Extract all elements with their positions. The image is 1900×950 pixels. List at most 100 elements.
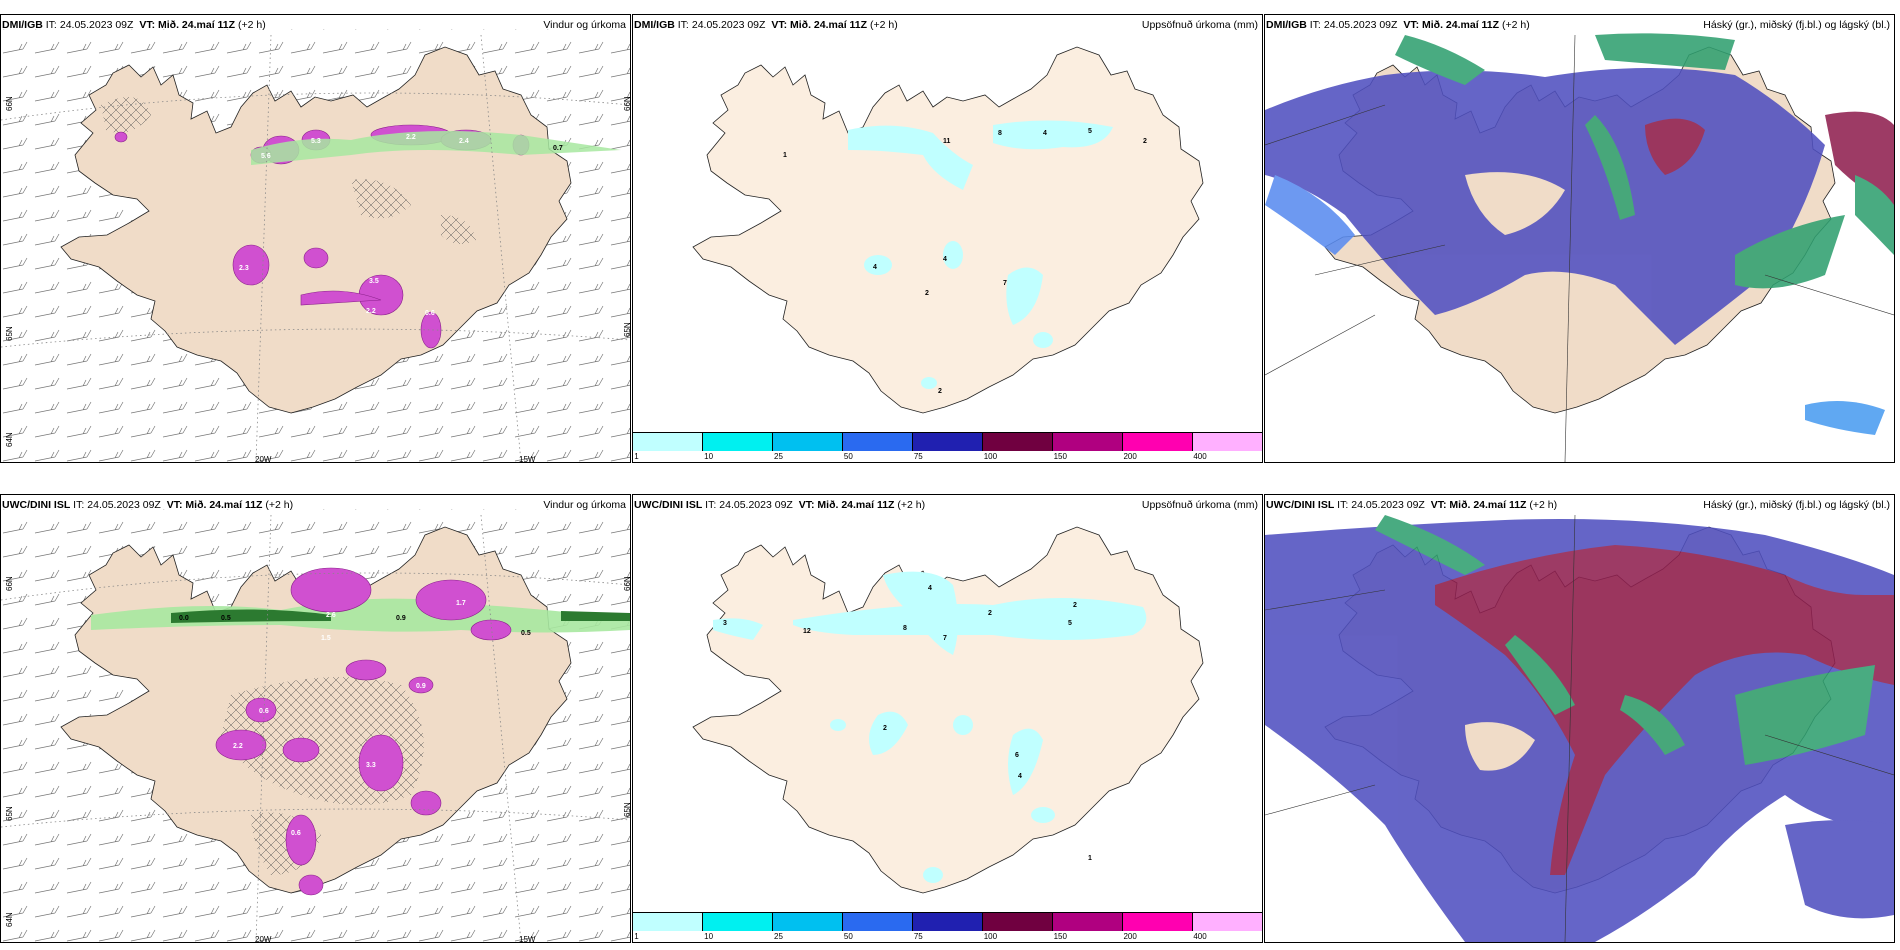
panel-accum-precip-dmi: DMI/IGB IT: 24.05.2023 09Z VT: Mið. 24.ma… [632,14,1263,463]
accum-value: 5 [1088,128,1092,135]
colorbar-swatch [1053,913,1123,931]
colorbar-swatch [1053,433,1123,451]
lat-label: 66N [623,96,631,111]
panel-header: DMI/IGB IT: 24.05.2023 09Z VT: Mið. 24.ma… [634,19,1258,31]
accum-value: 12 [803,628,811,635]
colorbar-swatch [983,433,1053,451]
accum-value: 4 [1018,773,1022,780]
colorbar-swatch [913,913,983,931]
colorbar-swatch [1193,433,1262,451]
colorbar-tick-label: 10 [704,932,714,941]
precip-value: 0.6 [259,708,269,715]
it-label: IT: [1337,499,1349,511]
precip-value: 2.2 [233,743,243,750]
it-value: 24.05.2023 09Z [1323,19,1398,31]
colorbar-tick-label: 400 [1193,932,1207,941]
precip-value: 0.9 [416,683,426,690]
lat-label: 66N [5,96,14,111]
lead-time: (+2 h) [1529,499,1558,511]
it-value: 24.05.2023 09Z [691,19,766,31]
it-label: IT: [73,499,85,511]
accum-value: 4 [1043,130,1047,137]
accum-value: 6 [1015,752,1019,759]
colorbar-tick-label: 100 [983,452,998,461]
precip-value: 2.2 [406,134,416,141]
accum-value: 4 [928,585,932,592]
panel-header: UWC/DINI ISL IT: 24.05.2023 09Z VT: Mið. … [1266,499,1890,511]
colorbar-swatch [913,433,983,451]
it-label: IT: [1309,19,1321,31]
lat-label: 65N [623,322,631,337]
lead-time: (+2 h) [265,499,294,511]
colorbar-tick-label: 10 [704,452,714,461]
vt-value: Mið. 24.maí 11Z [158,19,236,31]
model-label: DMI/IGB [634,19,675,31]
model-label: DMI/IGB [1266,19,1307,31]
accum-value: 8 [998,130,1002,137]
colorbar: 1 10 25 50 75 100 150 200 400 [633,912,1262,942]
accum-value: 3 [723,620,727,627]
colorbar-tick-label: 25 [774,932,783,941]
precip-value: 1.7 [456,600,466,607]
lead-time: (+2 h) [1501,19,1530,31]
colorbar-tick-label: 50 [843,932,853,941]
colorbar-tick-label: 200 [1123,932,1137,941]
lead-time: (+2 h) [869,19,898,31]
it-label: IT: [45,19,57,31]
lead-time: (+2 h) [237,19,266,31]
model-label: UWC/DINI ISL [634,499,703,511]
precip-value: 1.5 [321,635,331,642]
precip-value: 0.5 [521,630,531,637]
vt-label: VT: [1403,19,1420,31]
it-value: 24.05.2023 09Z [87,499,161,511]
colorbar-swatch [1123,433,1193,451]
panel-title: Háský (gr.), miðský (fj.bl.) og lágský (… [1703,19,1890,31]
it-value: 24.05.2023 09Z [1351,499,1425,511]
panel-wind-precip-uwc: UWC/DINI ISL IT: 24.05.2023 09Z VT: Mið. … [0,494,631,943]
precip-value: 2.4 [459,138,469,145]
colorbar: 1 10 25 50 75 100 150 200 400 [633,432,1262,462]
colorbar-tick-label: 1 [634,452,639,461]
precip-value: 0.5 [221,615,231,622]
lat-label: 66N [623,576,631,591]
accum-value: 4 [943,256,947,263]
panel-cloud-cover-dmi: DMI/IGB IT: 24.05.2023 09Z VT: Mið. 24.ma… [1264,14,1895,463]
colorbar-swatch [703,433,773,451]
vt-label: VT: [771,19,788,31]
lon-label: 15W [519,455,536,463]
colorbar-ticks: 1 10 25 50 75 100 150 200 400 [633,451,1262,462]
accum-value: 11 [943,138,951,145]
accum-value: 1 [783,152,787,159]
colorbar-tick-label: 50 [843,452,853,461]
lon-label: 20W [255,455,272,463]
colorbar-tick-label: 75 [913,932,923,941]
wind-map: 0.0 0.5 2.6 0.9 1.7 1.5 0.9 0.6 2.2 3.3 … [1,509,630,942]
accum-value: 2 [1143,138,1147,145]
panel-header: DMI/IGB IT: 24.05.2023 09Z VT: Mið. 24.ma… [2,19,626,31]
it-label: IT: [677,19,689,31]
colorbar-tick-label: 100 [983,932,998,941]
panel-header: UWC/DINI ISL IT: 24.05.2023 09Z VT: Mið. … [2,499,626,511]
precip-value: 0.9 [396,615,406,622]
cloud-map [1265,33,1894,462]
colorbar-tick-label: 1 [634,932,639,941]
panel-header: UWC/DINI ISL IT: 24.05.2023 09Z VT: Mið. … [634,499,1258,511]
lat-label: 65N [5,326,14,341]
precip-value: 2.2 [366,308,376,315]
panel-cloud-cover-uwc: UWC/DINI ISL IT: 24.05.2023 09Z VT: Mið. … [1264,494,1895,943]
lon-label: 20W [255,935,272,943]
accum-value: 1 [1088,855,1092,862]
accum-value: 2 [1073,602,1077,609]
colorbar-tick-label: 200 [1123,452,1137,461]
accum-value: 7 [1003,280,1007,287]
accum-value: 2 [883,725,887,732]
panel-title: Uppsöfnuð úrkoma (mm) [1141,499,1258,511]
model-label: UWC/DINI ISL [2,499,71,511]
accum-value: 8 [903,625,907,632]
lat-label: 64N [5,912,14,927]
accum-map: 11 8 4 5 2 4 4 7 2 2 1 [692,46,1204,414]
accum-value: 4 [873,264,877,271]
lat-label: 65N [5,806,14,821]
vt-label: VT: [139,19,156,31]
cloud-map [1265,514,1894,942]
